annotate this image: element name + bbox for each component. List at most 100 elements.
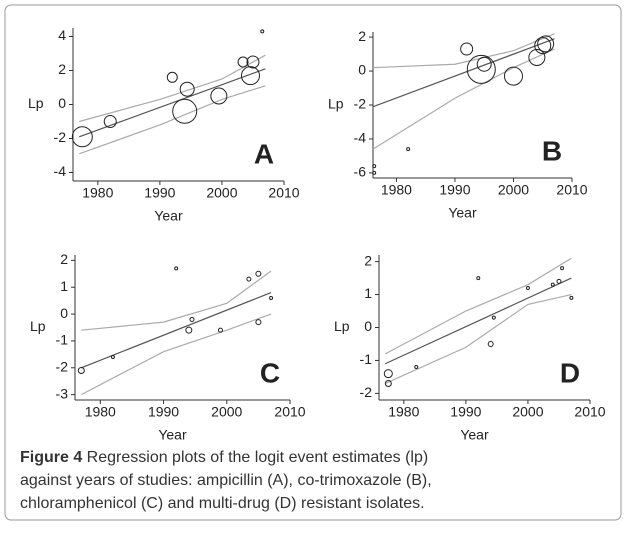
ci-line [81, 313, 272, 396]
panel-label: B [542, 135, 562, 166]
study-bubble [210, 87, 228, 105]
caption-line: against years of studies: ampicillin (A)… [20, 472, 432, 489]
y-tick-label: 2 [364, 252, 372, 268]
study-bubble [172, 98, 198, 124]
ci-line [384, 257, 572, 355]
study-bubble [560, 266, 565, 271]
y-axis-label: Lp [328, 96, 344, 112]
x-axis-label: Year [460, 427, 489, 443]
study-bubble [569, 295, 574, 300]
study-bubble [166, 71, 178, 83]
y-tick-label: 1 [364, 285, 372, 301]
study-bubble [503, 66, 523, 86]
x-tick-label: 2010 [574, 404, 605, 420]
study-bubble [185, 326, 193, 334]
study-bubble [260, 29, 265, 34]
y-tick-label: 2 [60, 251, 68, 267]
fit-line [384, 277, 572, 365]
study-bubble [556, 278, 562, 284]
x-tick-label: 1990 [144, 185, 175, 201]
x-axis-label: Year [448, 205, 477, 221]
study-bubble [372, 170, 377, 175]
x-tick-label: 1990 [148, 404, 179, 420]
x-tick-label: 1980 [85, 404, 116, 420]
study-bubble [174, 266, 179, 271]
panel-label: D [560, 357, 580, 388]
x-tick-label: 2010 [274, 404, 305, 420]
study-bubble [550, 282, 555, 287]
study-bubble [255, 270, 262, 277]
panel-label: A [254, 138, 274, 169]
study-bubble [491, 315, 496, 320]
study-bubble [103, 115, 117, 128]
ci-line [372, 48, 555, 150]
caption-text: Regression plots of the logit event esti… [82, 449, 428, 466]
study-bubble [487, 340, 494, 347]
y-tick-label: -4 [54, 163, 67, 179]
y-tick-label: 4 [58, 27, 66, 43]
y-tick-label: -6 [354, 164, 367, 180]
study-bubble [537, 35, 555, 53]
x-tick-label: 2000 [211, 404, 242, 420]
study-bubble [528, 48, 546, 66]
x-tick-label: 2010 [556, 182, 587, 198]
ci-line [81, 270, 272, 331]
study-bubble [77, 366, 85, 374]
study-bubble [246, 276, 252, 282]
study-bubble [466, 54, 496, 84]
study-bubble [476, 56, 492, 72]
x-axis-label: Year [158, 427, 187, 443]
x-tick-label: 2010 [268, 185, 299, 201]
x-axis-label: Year [154, 208, 183, 224]
study-bubble [406, 147, 411, 152]
caption-line: chloramphenicol (C) and multi-drug (D) r… [20, 495, 425, 512]
study-bubble [237, 56, 249, 68]
study-bubble [255, 319, 262, 326]
fit-line [81, 292, 272, 369]
y-tick-label: -2 [354, 96, 367, 112]
y-tick-label: 0 [358, 62, 366, 78]
caption-label: Figure 4 [20, 449, 82, 466]
y-axis-label: Lp [334, 318, 350, 334]
ci-line [79, 85, 266, 155]
study-bubble [269, 295, 274, 300]
x-tick-label: 1980 [381, 182, 412, 198]
fit-line [372, 38, 555, 108]
study-bubble [476, 276, 481, 281]
x-tick-label: 2000 [498, 182, 529, 198]
study-bubble [71, 126, 93, 148]
y-tick-label: 0 [364, 318, 372, 334]
study-bubble [179, 81, 195, 97]
study-bubble [383, 369, 393, 379]
ci-line [372, 33, 555, 69]
y-tick-label: -2 [54, 129, 67, 145]
caption-line: Figure 4 Regression plots of the logit e… [20, 449, 428, 466]
x-tick-label: 1990 [439, 182, 470, 198]
x-tick-label: 2000 [512, 404, 543, 420]
study-bubble [217, 327, 223, 333]
y-tick-label: -2 [360, 384, 373, 400]
y-tick-label: -3 [56, 385, 69, 401]
y-tick-label: -2 [56, 358, 69, 374]
y-tick-label: 2 [58, 61, 66, 77]
y-tick-label: 0 [60, 305, 68, 321]
y-axis-label: Lp [28, 95, 44, 111]
y-tick-label: -4 [354, 130, 367, 146]
study-bubble [372, 164, 377, 169]
study-bubble [384, 380, 392, 388]
x-tick-label: 1980 [388, 404, 419, 420]
study-bubble [534, 37, 552, 55]
y-tick-label: -1 [360, 351, 373, 367]
fit-line [79, 68, 266, 138]
study-bubble [189, 316, 195, 322]
x-tick-label: 2000 [206, 185, 237, 201]
study-bubble [525, 285, 530, 290]
study-bubble [246, 55, 260, 69]
y-tick-label: 1 [60, 278, 68, 294]
study-bubble [240, 66, 260, 86]
y-tick-label: 2 [358, 28, 366, 44]
study-bubble [460, 42, 474, 56]
panel-label: C [260, 357, 280, 388]
y-tick-label: -1 [56, 332, 69, 348]
